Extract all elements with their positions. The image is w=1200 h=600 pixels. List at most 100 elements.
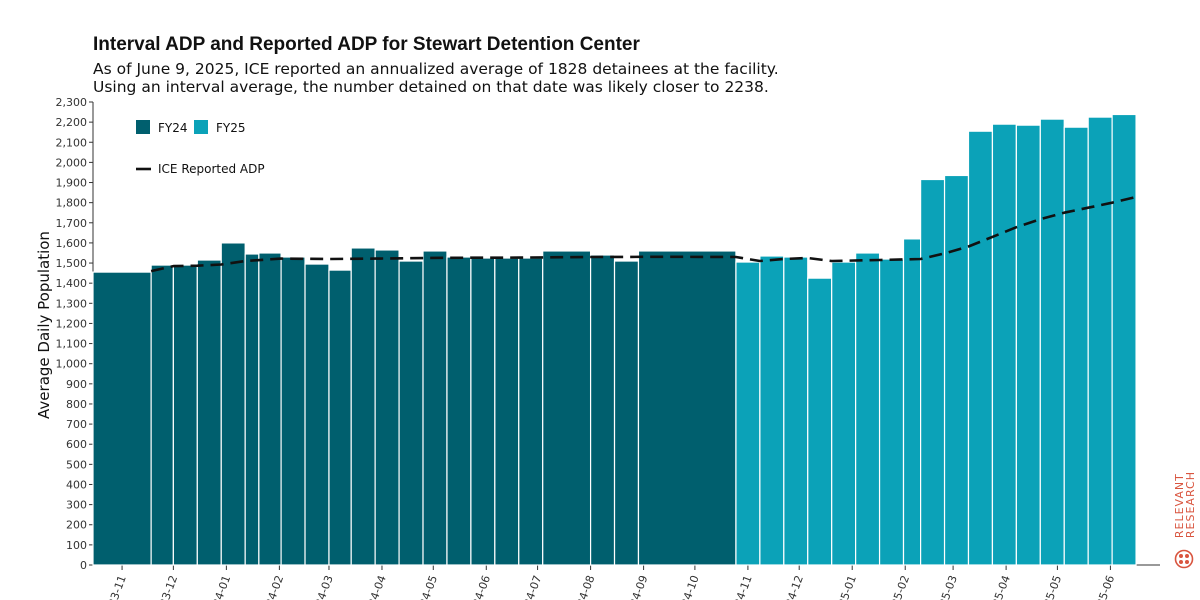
y-tick-label: 900 [66, 378, 87, 391]
y-tick-label: 1,900 [56, 177, 88, 190]
fy25-bar [1039, 118, 1065, 566]
y-axis: 0 100 200 300 400 500 600 700 800 900 1,000 1,100 1,… [56, 96, 94, 572]
fy24-bar [196, 259, 222, 566]
x-axis: 2023-11 2023-12 2024-01 2024-02 2024-03 2024-… [93, 564, 1160, 600]
fy24-bar [150, 264, 174, 566]
x-tick-label: 2024-06 [465, 574, 493, 600]
fy24-bar [589, 254, 616, 566]
y-tick-label: 1,600 [56, 237, 88, 250]
y-tick-label: 1,800 [56, 197, 88, 210]
fy25-bar [855, 252, 881, 566]
legend-swatch-fy24 [136, 120, 150, 134]
x-tick-label: 2025-05 [1036, 574, 1064, 600]
fy25-bar [1015, 124, 1041, 566]
x-tick-label: 2025-06 [1089, 574, 1117, 600]
fy25-bar [1063, 126, 1089, 566]
fy24-bar [422, 250, 448, 566]
fy25-bar [735, 261, 761, 566]
logo-text: RELEVANT RESEARCH [1173, 470, 1197, 538]
fy24-bar [244, 253, 260, 566]
legend: FY24 FY25 ICE Reported ADP [136, 120, 265, 176]
logo-line-2: RESEARCH [1184, 470, 1197, 538]
relevant-research-logo: RELEVANT RESEARCH [1172, 432, 1197, 572]
legend-label-reported: ICE Reported ADP [158, 162, 265, 176]
fy25-bar [1087, 116, 1113, 566]
fy24-bar [172, 264, 198, 566]
y-axis-label: Average Daily Population [35, 231, 53, 419]
y-tick-label: 600 [66, 438, 87, 451]
fy24-bar [374, 249, 400, 566]
x-tick-label: 2024-12 [778, 574, 806, 600]
x-tick-label: 2025-03 [932, 574, 960, 600]
x-tick-label: 2024-09 [622, 574, 650, 600]
fy24-bar [637, 250, 737, 566]
reported-adp-path [150, 195, 1137, 273]
bars [92, 113, 1137, 566]
y-tick-label: 300 [66, 499, 87, 512]
y-tick-label: 800 [66, 398, 87, 411]
fy25-bar [783, 256, 809, 566]
chart-subtitle-line-2: Using an interval average, the number de… [93, 78, 769, 96]
fy25-bar [920, 178, 946, 566]
y-tick-label: 1,300 [56, 297, 88, 310]
y-tick-label: 2,200 [56, 116, 88, 129]
fy24-bar [494, 257, 520, 566]
x-tick-label: 2024-07 [516, 574, 544, 600]
x-tick-label: 2024-10 [674, 574, 702, 600]
y-tick-label: 1,500 [56, 257, 88, 270]
fy24-bar [398, 260, 424, 566]
y-tick-label: 500 [66, 458, 87, 471]
x-tick-label: 2025-02 [884, 574, 912, 600]
y-tick-label: 1,400 [56, 277, 88, 290]
x-tick-label: 2024-11 [727, 574, 755, 600]
fy25-bar [831, 261, 857, 566]
fy24-bar [220, 242, 246, 566]
legend-label-fy25: FY25 [216, 121, 246, 135]
fy24-bar [92, 271, 152, 566]
fy24-bar [304, 263, 330, 566]
x-tick-label: 2024-08 [569, 574, 597, 600]
fy24-bar [613, 260, 640, 566]
x-tick-label: 2024-05 [412, 574, 440, 600]
y-tick-label: 1,200 [56, 317, 88, 330]
fy25-bar [991, 123, 1017, 566]
y-tick-label: 2,300 [56, 96, 88, 109]
y-tick-label: 0 [80, 559, 87, 572]
legend-swatch-fy25 [194, 120, 208, 134]
fy25-bar [943, 174, 970, 566]
fy24-bar [542, 250, 592, 566]
reported-adp-line [150, 195, 1137, 273]
legend-label-fy24: FY24 [158, 121, 188, 135]
y-tick-label: 2,000 [56, 156, 88, 169]
fy24-bar [280, 256, 306, 566]
x-tick-label: 2023-12 [152, 574, 180, 600]
y-tick-label: 1,000 [56, 358, 88, 371]
fy24-bar [258, 252, 282, 566]
chart-title: Interval ADP and Reported ADP for Stewar… [93, 34, 640, 55]
x-tick-label: 2024-04 [361, 574, 389, 600]
x-tick-label: 2025-04 [985, 574, 1013, 600]
logo-mark-icon [1174, 549, 1194, 569]
fy24-bar [518, 257, 544, 566]
x-tick-label: 2023-11 [101, 574, 129, 600]
x-tick-label: 2024-03 [308, 574, 336, 600]
fy25-bar [902, 238, 922, 566]
fy24-bar [470, 257, 496, 566]
y-tick-label: 100 [66, 539, 87, 552]
y-tick-label: 1,700 [56, 217, 88, 230]
fy24-bar [350, 247, 376, 566]
y-tick-label: 200 [66, 519, 87, 532]
fy24-bar [446, 256, 472, 566]
y-tick-label: 400 [66, 478, 87, 491]
fy25-bar [967, 130, 994, 566]
y-tick-label: 700 [66, 418, 87, 431]
y-tick-label: 1,100 [56, 338, 88, 351]
fy25-bar [878, 258, 905, 566]
fy24-bar [328, 269, 352, 566]
x-tick-label: 2024-01 [205, 574, 233, 600]
fy25-bar [1111, 113, 1137, 566]
x-tick-label: 2024-02 [258, 574, 286, 600]
x-tick-label: 2025-01 [831, 574, 859, 600]
chart-subtitle-line-1: As of June 9, 2025, ICE reported an annu… [93, 60, 779, 78]
